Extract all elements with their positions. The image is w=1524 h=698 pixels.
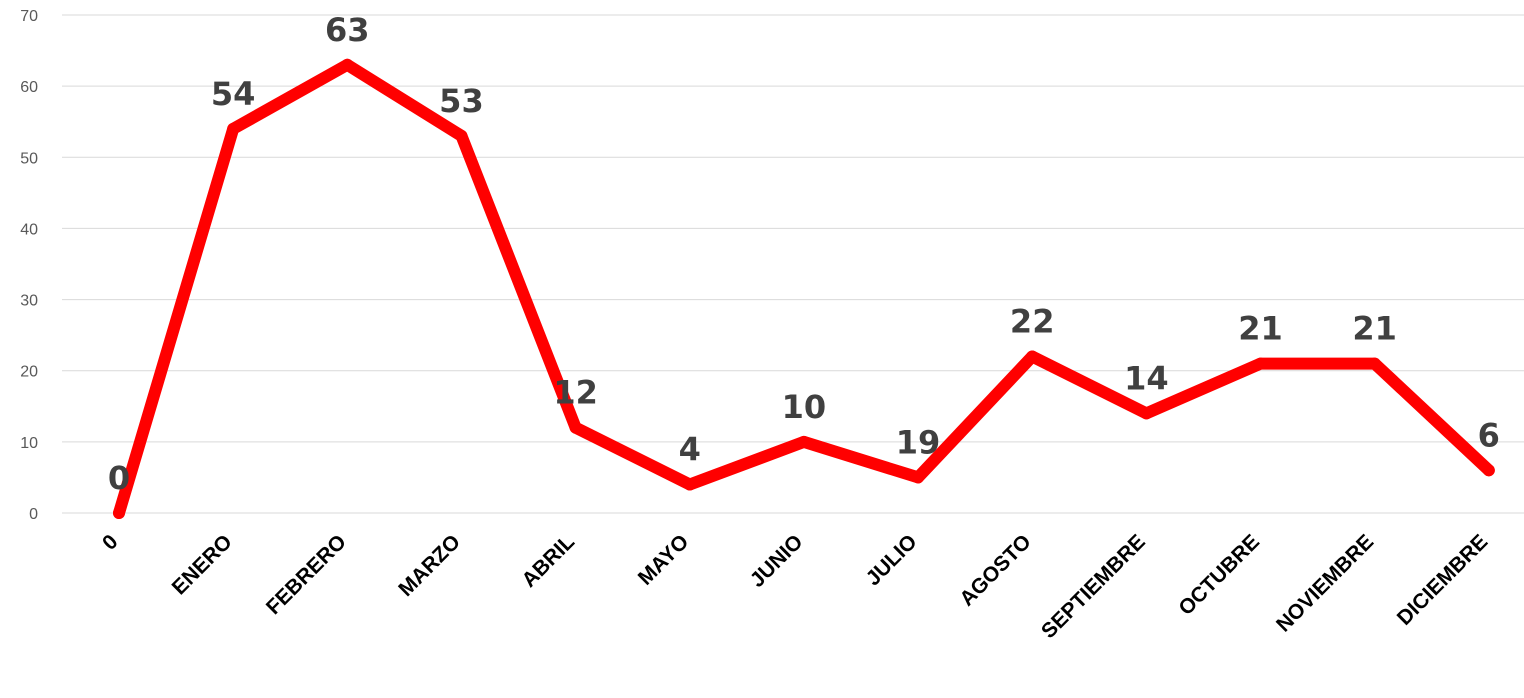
y-tick-label: 20: [20, 364, 38, 381]
y-tick-label: 60: [20, 79, 38, 96]
y-tick-label: 30: [20, 293, 38, 310]
data-point: [227, 122, 240, 135]
data-point: [1482, 464, 1495, 477]
data-label: 22: [1010, 302, 1055, 340]
data-label: 53: [439, 82, 484, 120]
data-label: 14: [1124, 359, 1169, 397]
data-point: [797, 435, 810, 448]
data-label: 54: [211, 75, 256, 113]
gridlines: [62, 14, 1524, 514]
data-label: 63: [325, 11, 370, 49]
data-label: 21: [1352, 310, 1397, 348]
x-tick-label: MAYO: [634, 530, 693, 589]
data-point: [569, 421, 582, 434]
x-tick-label: SEPTIEMBRE: [1037, 530, 1150, 643]
x-tick-label: ABRIL: [517, 530, 579, 592]
data-point: [455, 129, 468, 142]
y-tick-label: 40: [20, 221, 38, 238]
data-point: [113, 507, 125, 519]
data-label: 12: [553, 374, 598, 412]
x-tick-label: JULIO: [862, 530, 922, 590]
x-axis-tick-labels: 0 ENERO FEBRERO MARZO ABRIL MAYO JUNIO JULIO AGO…: [98, 530, 1492, 643]
x-tick-label: JUNIO: [746, 530, 808, 592]
x-tick-label: FEBRERO: [262, 530, 351, 619]
x-tick-label: MARZO: [394, 530, 465, 601]
data-point: [1140, 407, 1153, 420]
data-labels: 0 54 63 53 12 4 10 19 22 14 21 21 6: [108, 11, 1500, 497]
y-axis-tick-labels: 0 10 20 30 40 50 60 70: [20, 8, 38, 523]
x-tick-label: AGOSTO: [955, 530, 1035, 610]
data-label: 21: [1238, 310, 1283, 348]
data-label: 0: [108, 459, 130, 497]
data-point: [1254, 357, 1267, 370]
x-tick-label: 0: [98, 530, 123, 555]
data-label: 6: [1478, 416, 1500, 454]
y-tick-label: 10: [20, 435, 38, 452]
y-tick-label: 50: [20, 150, 38, 167]
x-tick-label: ENERO: [168, 530, 237, 599]
series-line-group: [113, 58, 1495, 519]
y-tick-label: 0: [29, 506, 38, 523]
data-label: 4: [679, 431, 701, 469]
x-tick-label: NOVIEMBRE: [1272, 530, 1378, 636]
y-tick-label: 70: [20, 8, 38, 25]
x-tick-label: OCTUBRE: [1174, 530, 1264, 620]
data-point: [1368, 357, 1381, 370]
x-tick-label: DICIEMBRE: [1393, 530, 1493, 630]
data-point: [1026, 350, 1039, 363]
data-point: [683, 478, 696, 491]
data-point: [912, 471, 925, 484]
data-label: 10: [782, 388, 827, 426]
data-point: [341, 58, 354, 71]
data-label: 19: [896, 423, 941, 461]
